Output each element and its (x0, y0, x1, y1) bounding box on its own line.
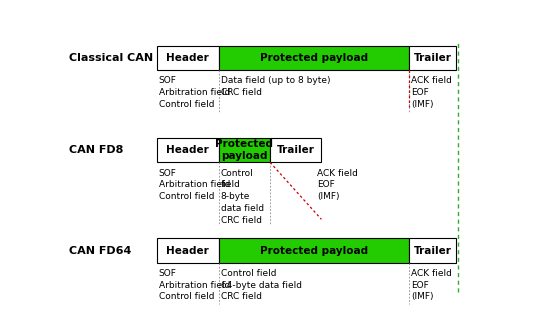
Text: Classical CAN: Classical CAN (69, 53, 153, 63)
Text: SOF
Arbitration field
Control field: SOF Arbitration field Control field (159, 269, 230, 301)
Text: Header: Header (166, 246, 209, 256)
Text: Data field (up to 8 byte)
CRC field: Data field (up to 8 byte) CRC field (221, 76, 330, 97)
Bar (157, 238, 219, 263)
Bar (157, 138, 219, 162)
Bar (409, 238, 456, 263)
Text: Protected payload: Protected payload (260, 53, 368, 63)
Text: ACK field
EOF
(IMF): ACK field EOF (IMF) (317, 169, 358, 201)
Text: SOF
Arbitration field
Control field: SOF Arbitration field Control field (159, 76, 230, 109)
Text: Protected payload: Protected payload (260, 246, 368, 256)
Text: ACK field
EOF
(IMF): ACK field EOF (IMF) (411, 269, 452, 301)
Bar (219, 238, 409, 263)
Bar (409, 46, 456, 70)
Text: ACK field
EOF
(IMF): ACK field EOF (IMF) (411, 76, 452, 109)
Text: Header: Header (166, 53, 209, 63)
Bar (157, 46, 219, 70)
Text: CAN FD64: CAN FD64 (69, 246, 131, 256)
Text: CAN FD8: CAN FD8 (69, 145, 124, 155)
Bar (219, 138, 270, 162)
Text: Header: Header (166, 145, 209, 155)
Bar (270, 138, 321, 162)
Text: SOF
Arbitration field
Control field: SOF Arbitration field Control field (159, 169, 230, 201)
Text: Control field
64-byte data field
CRC field: Control field 64-byte data field CRC fie… (221, 269, 302, 301)
Bar (219, 46, 409, 70)
Text: Trailer: Trailer (277, 145, 315, 155)
Text: Trailer: Trailer (413, 53, 452, 63)
Text: Control
field
8-byte
data field
CRC field: Control field 8-byte data field CRC fiel… (221, 169, 264, 225)
Text: Protected
payload: Protected payload (215, 139, 273, 161)
Text: Trailer: Trailer (413, 246, 452, 256)
